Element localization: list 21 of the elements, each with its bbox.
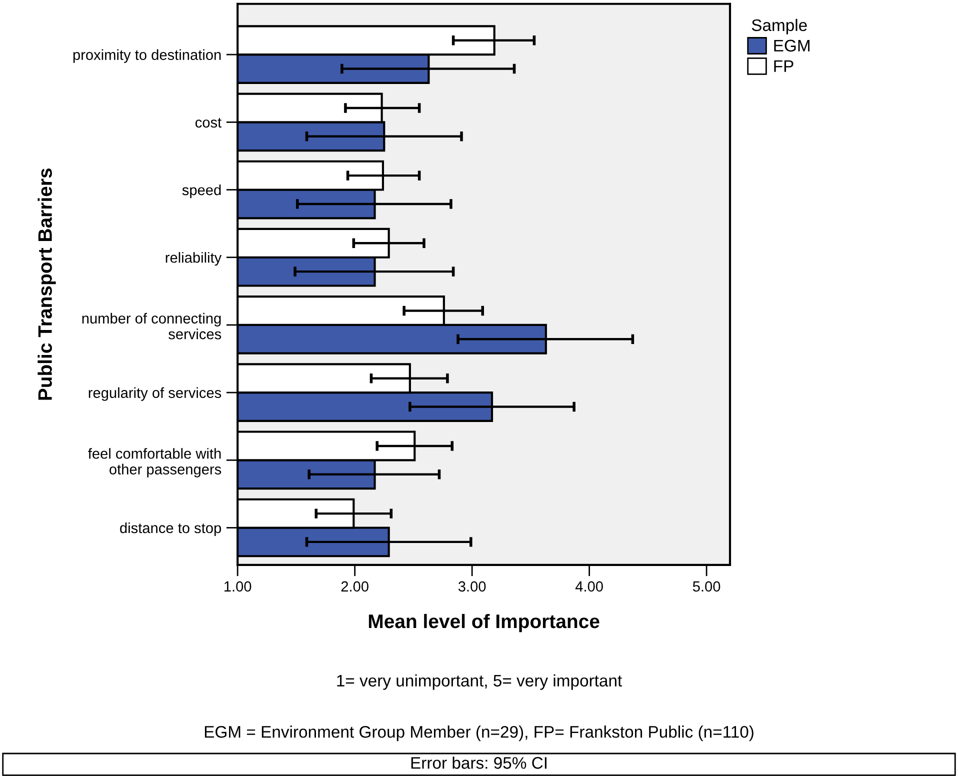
legend-title: Sample [752,18,807,34]
y-tick-label: regularity of services [88,387,222,401]
text: Error bars: 95% CI [411,756,546,769]
y-tick-label: reliability [166,252,222,266]
y-tick-label: distance to stop [120,522,222,536]
x-axis-title: Mean level of Importance [368,614,600,632]
y-tick-label: speed [182,184,221,198]
y-tick-label: cost [195,118,222,128]
y-tick-label: number of connecting services [82,312,222,340]
y-axis-title: Public Transport Barriers [38,168,56,400]
legend-label: EGM [774,40,810,52]
y-tick-label: feel comfortable with other passengers [88,448,222,478]
text: 1= very unimportant, 5= very important [337,674,622,690]
y-tick-label: proximity to destination [73,49,221,63]
x-tick-label: 2.00 [341,581,368,592]
x-tick-label: 3.00 [458,581,486,592]
legend-label: FP [774,60,794,72]
x-tick-label: 1.00 [224,581,252,592]
x-tick-label: 5.00 [692,581,720,592]
x-tick-label: 4.00 [575,581,603,592]
text: EGM = Environment Group Member (n=29), FP= Frankston Public (n=110) [204,726,754,742]
